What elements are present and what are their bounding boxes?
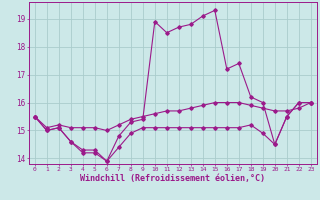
X-axis label: Windchill (Refroidissement éolien,°C): Windchill (Refroidissement éolien,°C)	[80, 174, 265, 183]
